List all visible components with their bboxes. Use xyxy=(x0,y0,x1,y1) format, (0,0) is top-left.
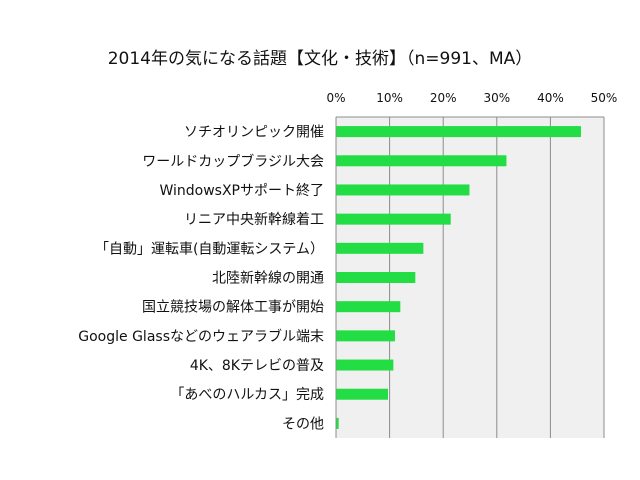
x-tick-label-5: 50% xyxy=(591,91,618,105)
bar-7 xyxy=(336,330,395,342)
x-tick-label-0: 0% xyxy=(326,91,345,105)
x-tick-label-1: 10% xyxy=(376,91,403,105)
bar-9 xyxy=(336,388,388,400)
category-label-1: ワールドカップブラジル大会 xyxy=(142,153,324,170)
bar-10 xyxy=(336,417,339,429)
category-label-6: 国立競技場の解体工事が開始 xyxy=(142,300,324,316)
bar-0 xyxy=(336,126,581,138)
bar-6 xyxy=(336,301,401,313)
category-label-9: 「あべのハルカス」完成 xyxy=(170,387,324,403)
bar-5 xyxy=(336,272,416,283)
category-label-2: WindowsXPサポート終了 xyxy=(159,183,324,199)
category-label-7: Google Glassなどのウェアラブル端末 xyxy=(78,328,324,345)
category-label-10: その他 xyxy=(282,416,324,432)
x-tick-label-3: 30% xyxy=(483,91,510,105)
bar-3 xyxy=(336,213,451,225)
category-label-4: 「自動」運転車(自動運転システム） xyxy=(95,240,324,257)
category-label-0: ソチオリンピック開催 xyxy=(184,125,324,141)
bar-8 xyxy=(336,359,394,371)
x-tick-label-2: 20% xyxy=(430,91,457,105)
bar-4 xyxy=(336,242,424,254)
bar-1 xyxy=(336,155,507,167)
category-label-3: リニア中央新幹線着工 xyxy=(184,211,324,228)
x-tick-label-4: 40% xyxy=(537,91,564,105)
bar-2 xyxy=(336,184,470,196)
chart-title: 2014年の気になる話題【文化・技術】（n=991、MA） xyxy=(107,49,533,69)
category-label-5: 北陸新幹線の開通 xyxy=(212,270,324,287)
category-label-8: 4K、8Kテレビの普及 xyxy=(190,358,324,374)
